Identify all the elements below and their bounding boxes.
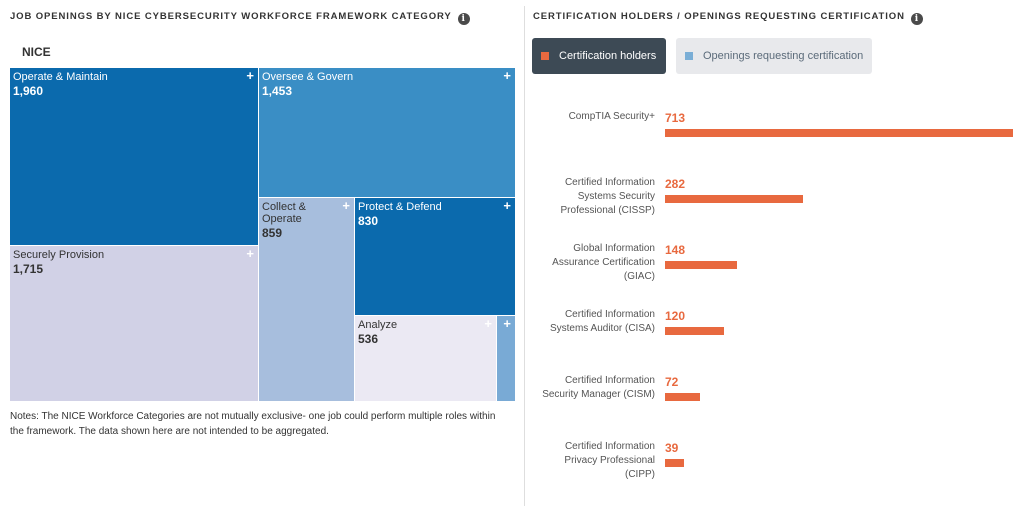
expand-plus-icon[interactable]: + — [246, 68, 254, 83]
treemap-tile-value: 859 — [262, 226, 283, 240]
bar-category-label: Global Information Assurance Certificatio… — [552, 243, 655, 282]
legend-swatch-blue — [685, 52, 693, 60]
bar[interactable] — [665, 261, 737, 269]
info-icon[interactable]: i — [910, 13, 923, 25]
bar[interactable] — [665, 393, 700, 401]
expand-plus-icon[interactable]: + — [503, 316, 511, 331]
bar-chart-title: CERTIFICATION HOLDERS / OPENINGS REQUEST… — [533, 11, 923, 25]
bar-category-label: CompTIA Security+ — [568, 111, 655, 122]
bar-chart-title-text: CERTIFICATION HOLDERS / OPENINGS REQUEST… — [533, 11, 905, 22]
bar-value-label: 39 — [665, 441, 679, 455]
treemap-tile-label: Oversee & Govern 1,453 — [262, 71, 499, 97]
expand-plus-icon[interactable]: + — [503, 198, 511, 213]
treemap-tile-value: 536 — [358, 332, 379, 346]
treemap-tile-label: Collect & Operate 859 — [262, 201, 338, 239]
treemap-tile[interactable]: Protect & Defend 830 + — [355, 198, 516, 316]
expand-plus-icon[interactable]: + — [484, 316, 492, 331]
treemap-tile-value: 1,453 — [262, 84, 293, 98]
bar-value-label: 713 — [665, 111, 686, 125]
bar-value-label: 72 — [665, 375, 679, 389]
treemap-title-text: JOB OPENINGS BY NICE CYBERSECURITY WORKF… — [10, 11, 452, 22]
treemap-tile-label: Securely Provision 1,715 — [13, 249, 242, 275]
legend-certification-holders-button[interactable]: Certification holders — [532, 38, 666, 74]
bar[interactable] — [665, 327, 724, 335]
info-icon[interactable]: i — [457, 13, 470, 25]
legend-swatch-orange — [541, 52, 549, 60]
notes-text: Notes: The NICE Workforce Categories are… — [10, 411, 496, 437]
bar-category-label: Certified Information Systems Security Pro… — [560, 177, 655, 216]
treemap-tile[interactable]: Operate & Maintain 1,960 + — [10, 68, 259, 246]
bar[interactable] — [665, 195, 803, 203]
bar[interactable] — [665, 129, 1013, 137]
expand-plus-icon[interactable]: + — [246, 246, 254, 261]
treemap-tile-value: 1,715 — [13, 262, 44, 276]
bar-value-label: 120 — [665, 309, 686, 323]
bar-value-label: 282 — [665, 177, 686, 191]
bar[interactable] — [665, 459, 684, 467]
bar-category-label: Certified Information Privacy Professiona… — [564, 441, 655, 480]
treemap-tile-label: Operate & Maintain 1,960 — [13, 71, 242, 97]
legend-label: Certification holders — [559, 50, 657, 62]
bar-category-label: Certified Information Security Manager (C… — [542, 375, 655, 400]
treemap-tile[interactable]: Collect & Operate 859 + — [259, 198, 355, 402]
treemap-tile-label: Analyze 536 — [358, 319, 480, 345]
legend-label: Openings requesting certification — [703, 50, 864, 62]
panel-divider — [524, 6, 525, 506]
treemap-tile-value: 830 — [358, 214, 379, 228]
treemap-tile[interactable]: Securely Provision 1,715 + — [10, 246, 259, 402]
expand-plus-icon[interactable]: + — [342, 198, 350, 213]
treemap-tile-label: Protect & Defend 830 — [358, 201, 499, 227]
bar-category-label: Certified Information Systems Auditor (CI… — [549, 309, 655, 334]
treemap-title: JOB OPENINGS BY NICE CYBERSECURITY WORKF… — [10, 11, 470, 25]
treemap-tile[interactable]: Analyze 536 + — [355, 316, 497, 402]
legend-openings-requesting-button[interactable]: Openings requesting certification — [676, 38, 872, 74]
bar-value-label: 148 — [665, 243, 686, 257]
treemap-root-label: NICE — [22, 45, 51, 59]
treemap-tile-value: 1,960 — [13, 84, 44, 98]
treemap-tile[interactable]: Oversee & Govern 1,453 + — [259, 68, 516, 198]
treemap-tile[interactable]: + — [497, 316, 516, 402]
expand-plus-icon[interactable]: + — [503, 68, 511, 83]
